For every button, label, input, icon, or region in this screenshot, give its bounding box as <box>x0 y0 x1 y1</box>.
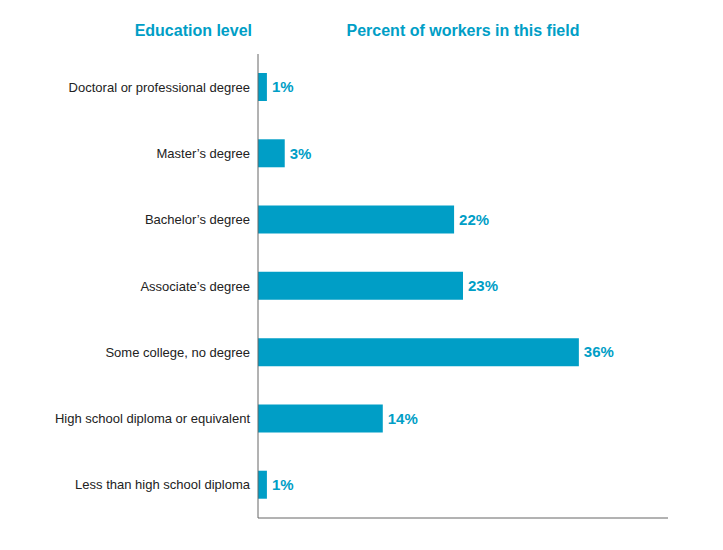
svg-text:36%: 36% <box>584 343 614 360</box>
html-text:Percent of workers in this fie: Percent of workers in this field <box>346 22 580 39</box>
svg-text:1%: 1% <box>272 476 294 493</box>
svg-text:1%: 1% <box>272 78 294 95</box>
html-text:Education level: Education level <box>134 22 252 39</box>
svg-text:Bachelor’s degree: Bachelor’s degree <box>145 212 250 227</box>
svg-text:Associate’s degree: Associate’s degree <box>140 279 250 294</box>
svg-text:Some college, no degree: Some college, no degree <box>105 345 250 360</box>
svg-text:3%: 3% <box>290 145 312 162</box>
svg-text:Less than high school diploma: Less than high school diploma <box>75 477 251 492</box>
svg-text:Doctoral or professional degre: Doctoral or professional degree <box>69 80 250 95</box>
svg-text:23%: 23% <box>468 277 498 294</box>
svg-text:High school diploma or equival: High school diploma or equivalent <box>55 411 251 426</box>
svg-text:Master’s degree: Master’s degree <box>157 146 250 161</box>
svg-text:14%: 14% <box>388 410 418 427</box>
svg-text:22%: 22% <box>459 211 489 228</box>
